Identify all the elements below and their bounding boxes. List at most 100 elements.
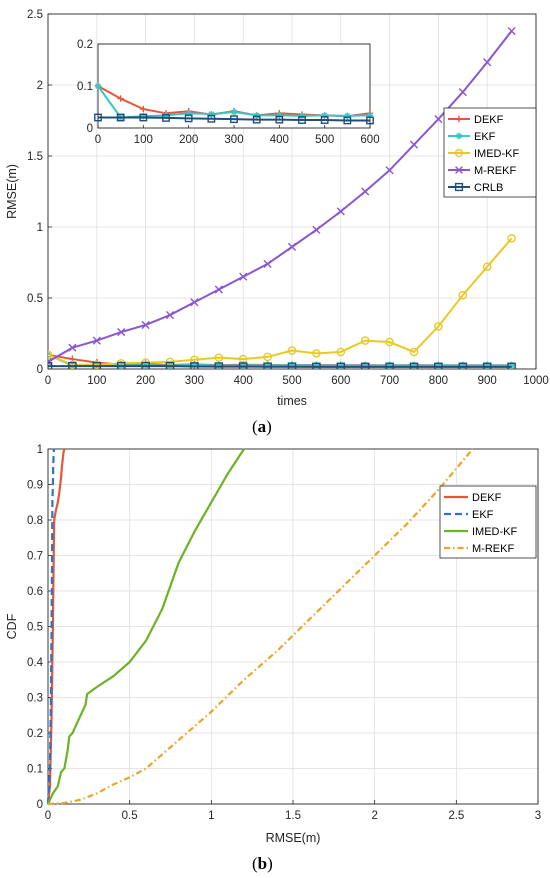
a-inset-xtick-label: 400 <box>270 134 289 146</box>
b-xtick-label: 2.5 <box>448 810 464 822</box>
a-point-ekf <box>483 361 491 369</box>
a-inset-xtick-label: 100 <box>134 134 153 146</box>
a-point-crlb <box>482 362 492 369</box>
a-point-m-rekf <box>385 166 394 175</box>
a-xtick-label: 800 <box>429 375 448 387</box>
a-ytick-label: 2.5 <box>27 9 43 21</box>
b-yaxis-label: CDF <box>5 613 19 639</box>
caption-b-letter: b <box>257 854 268 873</box>
a-inset-point-crlb <box>275 115 284 124</box>
a-point-ekf <box>386 361 394 369</box>
a-point-crlb <box>214 362 224 369</box>
a-inset-point-ekf <box>344 112 351 120</box>
a-point-m-rekf <box>239 272 248 281</box>
b-series-layer <box>47 448 474 805</box>
a-legend-label-dekf: DEKF <box>474 114 504 126</box>
a-point-imed-kf <box>409 347 419 357</box>
a-point-crlb <box>507 362 516 369</box>
a-point-m-rekf <box>287 242 297 251</box>
a-xtick-label: 1000 <box>523 375 549 387</box>
b-legend: DEKF EKF IMED-KF M-REKF <box>439 485 537 559</box>
a-point-m-rekf <box>263 259 272 269</box>
a-series-line-m-rekf <box>48 30 513 363</box>
b-ytick-label: 0.6 <box>27 586 43 598</box>
a-point-m-rekf <box>68 343 77 352</box>
b-xtick-label: 1.5 <box>285 810 301 822</box>
a-ytick-label: 1 <box>37 222 43 234</box>
a-point-ekf <box>459 361 467 369</box>
a-inset-point-crlb <box>184 114 193 123</box>
a-point-crlb <box>458 362 468 369</box>
a-inset-point-ekf <box>208 110 215 118</box>
b-legend-label-m-rekf: M-REKF <box>472 543 514 555</box>
a-point-ekf <box>264 361 272 369</box>
a-point-m-rekf <box>312 225 321 234</box>
a-inset-point-crlb <box>252 115 261 124</box>
a-inset-point-crlb <box>343 116 352 125</box>
a-xtick-label: 200 <box>136 375 155 387</box>
a-inset-series-line-crlb <box>98 116 370 122</box>
a-inset-xtick-label: 200 <box>179 134 198 146</box>
a-inset-point-ekf <box>321 112 328 119</box>
a-point-crlb <box>116 361 126 369</box>
a-inset-point-dekf <box>117 95 124 102</box>
a-point-imed-kf <box>458 290 468 300</box>
a-point-crlb <box>92 361 102 369</box>
a-inset-point-ekf <box>230 108 238 116</box>
a-inset-point-ekf <box>298 112 306 120</box>
a-point-crlb <box>48 361 53 369</box>
a-point-ekf <box>239 361 247 369</box>
a-point-crlb <box>238 362 248 369</box>
b-ytick-label: 0.3 <box>27 693 43 705</box>
a-legend-marker-crlb <box>454 182 464 192</box>
a-point-ekf <box>337 361 345 369</box>
a-point-crlb <box>68 361 77 369</box>
a-point-ekf <box>508 361 516 369</box>
a-point-m-rekf <box>434 114 443 124</box>
a-inset-point-ekf <box>253 112 260 119</box>
a-ytick-label: 2 <box>37 80 43 92</box>
a-legend-marker-m-rekf <box>455 166 463 174</box>
b-legend-label-dekf: DEKF <box>472 492 502 504</box>
a-point-crlb <box>434 362 443 369</box>
b-ytick-label: 0.1 <box>27 764 43 776</box>
a-legend-marker-ekf <box>455 132 463 140</box>
a-xtick-label: 700 <box>380 375 399 387</box>
a-inset-point-ekf <box>140 113 147 120</box>
b-ytick-label: 0.7 <box>27 551 43 563</box>
a-point-imed-kf <box>360 336 370 345</box>
a-point-m-rekf <box>458 88 467 97</box>
a-xtick-label: 500 <box>282 375 301 387</box>
b-series-line-ekf <box>47 448 55 805</box>
a-point-m-rekf <box>483 58 492 67</box>
a-point-m-rekf <box>141 320 150 330</box>
a-point-crlb <box>190 362 199 369</box>
a-point-ekf <box>312 361 320 369</box>
a-inset-xtick-label: 0 <box>95 134 101 146</box>
a-legend-label-ekf: EKF <box>474 131 496 143</box>
a-xtick-label: 0 <box>45 375 51 387</box>
a-xtick-label: 900 <box>478 375 497 387</box>
a-legend: DEKF EKF IMED-KF M-REKF CRLB <box>443 107 537 198</box>
a-inset-chart: 0 100 200 300 400 500 600 0 0.1 0.2 <box>77 39 380 146</box>
caption-b: (b) <box>252 854 273 873</box>
a-inset-point-crlb <box>116 113 125 122</box>
a-point-ekf <box>410 361 418 369</box>
a-point-crlb <box>409 362 419 369</box>
a-series-layer <box>48 26 516 369</box>
a-point-m-rekf <box>409 140 419 149</box>
b-ytick-label: 0.2 <box>27 728 43 740</box>
a-point-imed-kf <box>48 350 53 360</box>
a-legend-marker-imed-kf <box>454 148 464 158</box>
b-ytick-label: 0.5 <box>27 622 43 634</box>
chart-b-cdf-vs-rmse: 0 0.5 1 1.5 2 2.5 3 0 0.1 0.2 0.3 0.4 0.5 0.6 0.7 0.8 0.… <box>5 444 541 845</box>
b-ytick-label: 0 <box>37 799 43 811</box>
a-point-imed-kf <box>434 322 443 331</box>
b-xtick-label: 0 <box>45 810 51 822</box>
a-point-crlb <box>141 361 150 369</box>
a-yaxis-label: RMSE(m) <box>5 164 19 219</box>
b-legend-label-imed-kf: IMED-KF <box>472 526 518 538</box>
a-inset-point-crlb <box>320 116 329 124</box>
a-point-crlb <box>263 362 272 369</box>
